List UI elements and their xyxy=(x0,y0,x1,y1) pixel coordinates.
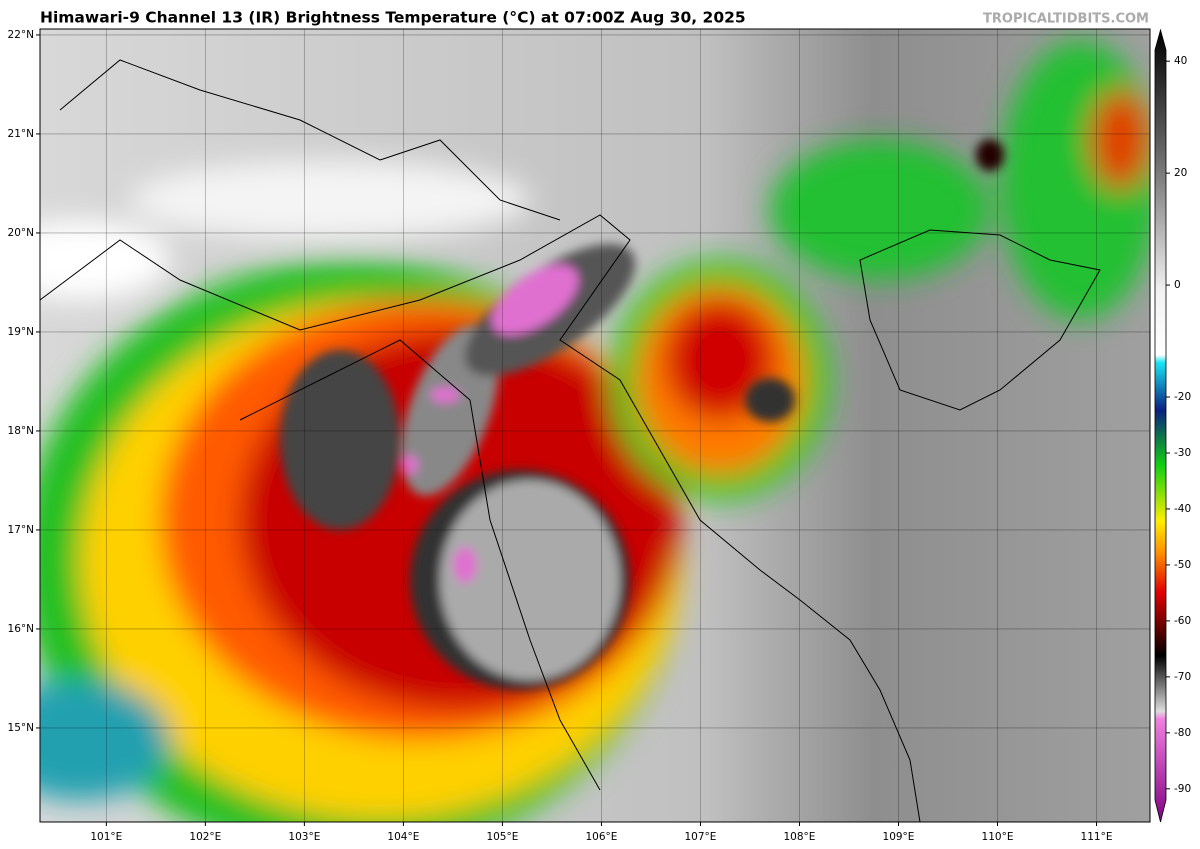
title: Himawari-9 Channel 13 (IR) Brightness Te… xyxy=(40,9,746,27)
colorbar-tick-label: 40 xyxy=(1174,55,1187,67)
colorbar-tick-label: -80 xyxy=(1174,727,1191,739)
colorbar-tick-label: -70 xyxy=(1174,671,1191,683)
colorbar-tick-label: 0 xyxy=(1174,279,1181,291)
colorbar xyxy=(1154,28,1167,823)
lon-tick-label: 111°E xyxy=(1081,831,1113,843)
lat-tick-label: 17°N xyxy=(8,524,34,536)
colorbar-tick-label: -50 xyxy=(1174,559,1191,571)
lon-tick-label: 108°E xyxy=(784,831,816,843)
lon-tick-label: 109°E xyxy=(883,831,915,843)
map-frame xyxy=(39,28,1151,823)
lat-tick-label: 15°N xyxy=(8,722,34,734)
lon-tick-label: 106°E xyxy=(585,831,617,843)
lon-tick-label: 110°E xyxy=(982,831,1014,843)
colorbar-tick-label: 20 xyxy=(1174,167,1187,179)
colorbar-tick-label: -40 xyxy=(1174,503,1191,515)
lon-tick-label: 102°E xyxy=(189,831,221,843)
colorbar-tick-label: -30 xyxy=(1174,447,1191,459)
lat-tick-label: 16°N xyxy=(8,623,34,635)
lon-tick-label: 104°E xyxy=(387,831,419,843)
satellite-image xyxy=(40,29,1150,822)
lon-tick-label: 101°E xyxy=(90,831,122,843)
lon-tick-label: 107°E xyxy=(684,831,716,843)
lat-tick-label: 19°N xyxy=(8,326,34,338)
lat-tick-label: 22°N xyxy=(8,29,34,41)
lat-tick-label: 20°N xyxy=(8,227,34,239)
lat-tick-label: 21°N xyxy=(8,128,34,140)
colorbar-tick-label: -90 xyxy=(1174,783,1191,795)
colorbar-tick-label: -20 xyxy=(1174,391,1191,403)
lon-tick-label: 105°E xyxy=(486,831,518,843)
lon-tick-label: 103°E xyxy=(288,831,320,843)
colorbar-tick-label: -60 xyxy=(1174,615,1191,627)
lat-tick-label: 18°N xyxy=(8,425,34,437)
source: TROPICALTIDBITS.COM xyxy=(983,12,1149,27)
